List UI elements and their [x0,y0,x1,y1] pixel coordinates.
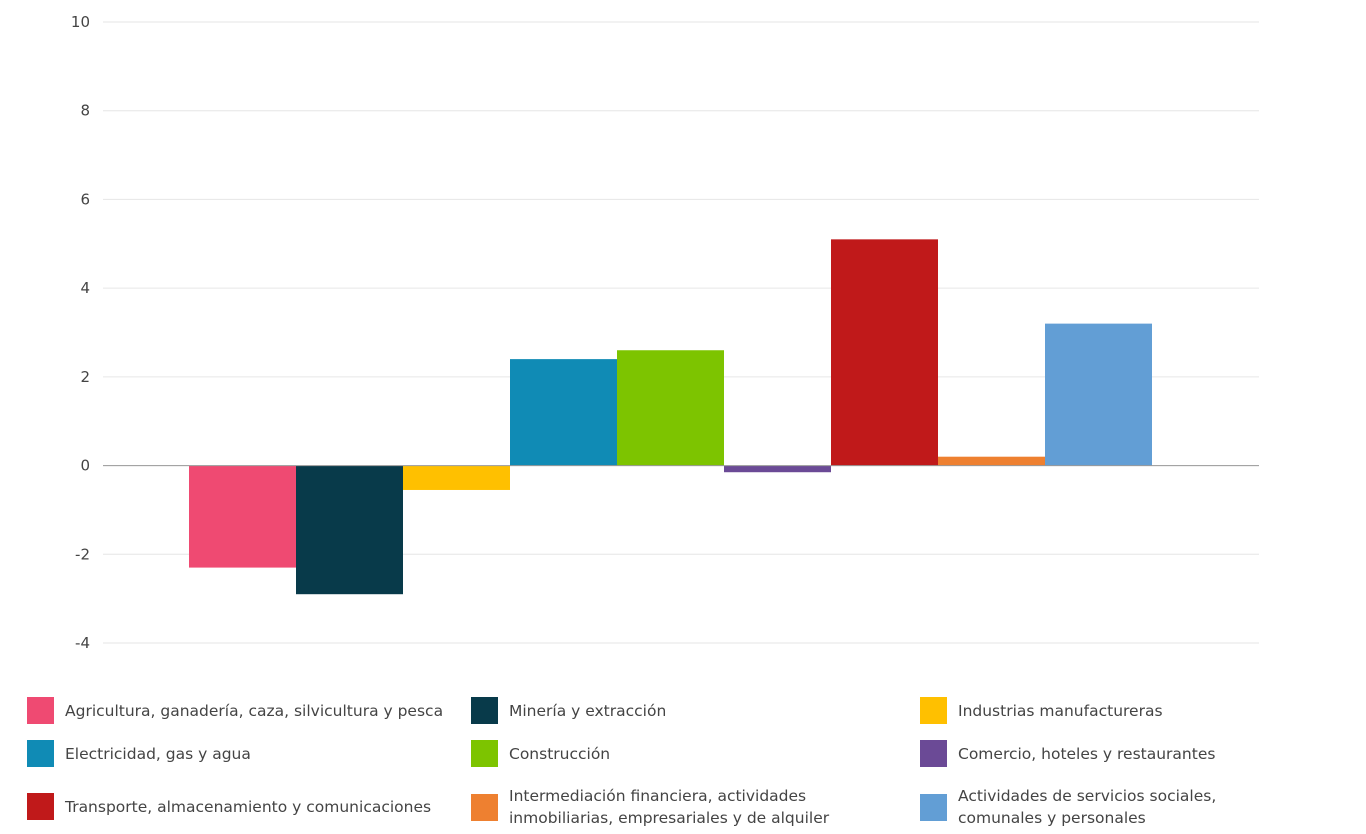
y-axis-ticks: -4 -2 0 2 4 6 8 10 [71,13,90,652]
bar [189,465,296,568]
y-tick-label: -2 [75,545,90,563]
legend-swatch [471,740,498,767]
legend-swatch [27,740,54,767]
bar [831,239,938,466]
legend-item: Transporte, almacenamiento y comunicacio… [27,793,431,820]
legend-label: Agricultura, ganadería, caza, silvicultu… [65,701,444,720]
y-tick-label: 10 [71,13,90,31]
bar [403,465,510,490]
legend-swatch [27,697,54,724]
y-tick-label: 0 [80,457,90,475]
bar [938,456,1045,466]
legend-swatch [27,793,54,820]
y-tick-label: -4 [75,634,90,652]
legend-swatch [920,793,947,821]
bars [189,239,1152,595]
legend-item: Electricidad, gas y agua [27,740,251,767]
legend-label: Actividades de servicios sociales, comun… [958,787,1217,827]
bar [510,359,617,466]
legend-item: Intermediación financiera, actividades i… [471,785,829,829]
legend-swatch [471,793,498,821]
legend-item: Minería y extracción [471,697,666,724]
legend-label: Minería y extracción [509,701,667,720]
legend-swatch [920,697,947,724]
bar [1045,323,1152,466]
legend-item: Construcción [471,740,610,767]
legend-label: Comercio, hoteles y restaurantes [958,744,1216,763]
y-tick-label: 2 [80,368,90,386]
legend-label: Electricidad, gas y agua [65,744,251,763]
legend-item: Actividades de servicios sociales, comun… [920,785,1216,829]
legend-label: Industrias manufactureras [958,701,1163,720]
bar [296,465,403,595]
legend-item: Agricultura, ganadería, caza, silvicultu… [27,697,443,724]
y-tick-label: 8 [80,102,90,120]
legend-item: Comercio, hoteles y restaurantes [920,740,1215,767]
y-tick-label: 6 [80,190,90,208]
legend-label: Intermediación financiera, actividades i… [509,787,830,827]
legend-swatch [920,740,947,767]
legend-item: Industrias manufactureras [920,697,1163,724]
bar-chart: -4 -2 0 2 4 6 8 10 [71,13,1259,652]
bar [617,350,724,466]
bar [724,465,831,473]
legend-label: Construcción [509,744,611,763]
legend-label: Transporte, almacenamiento y comunicacio… [65,797,432,816]
legend-swatch [471,697,498,724]
y-tick-label: 4 [80,279,90,297]
